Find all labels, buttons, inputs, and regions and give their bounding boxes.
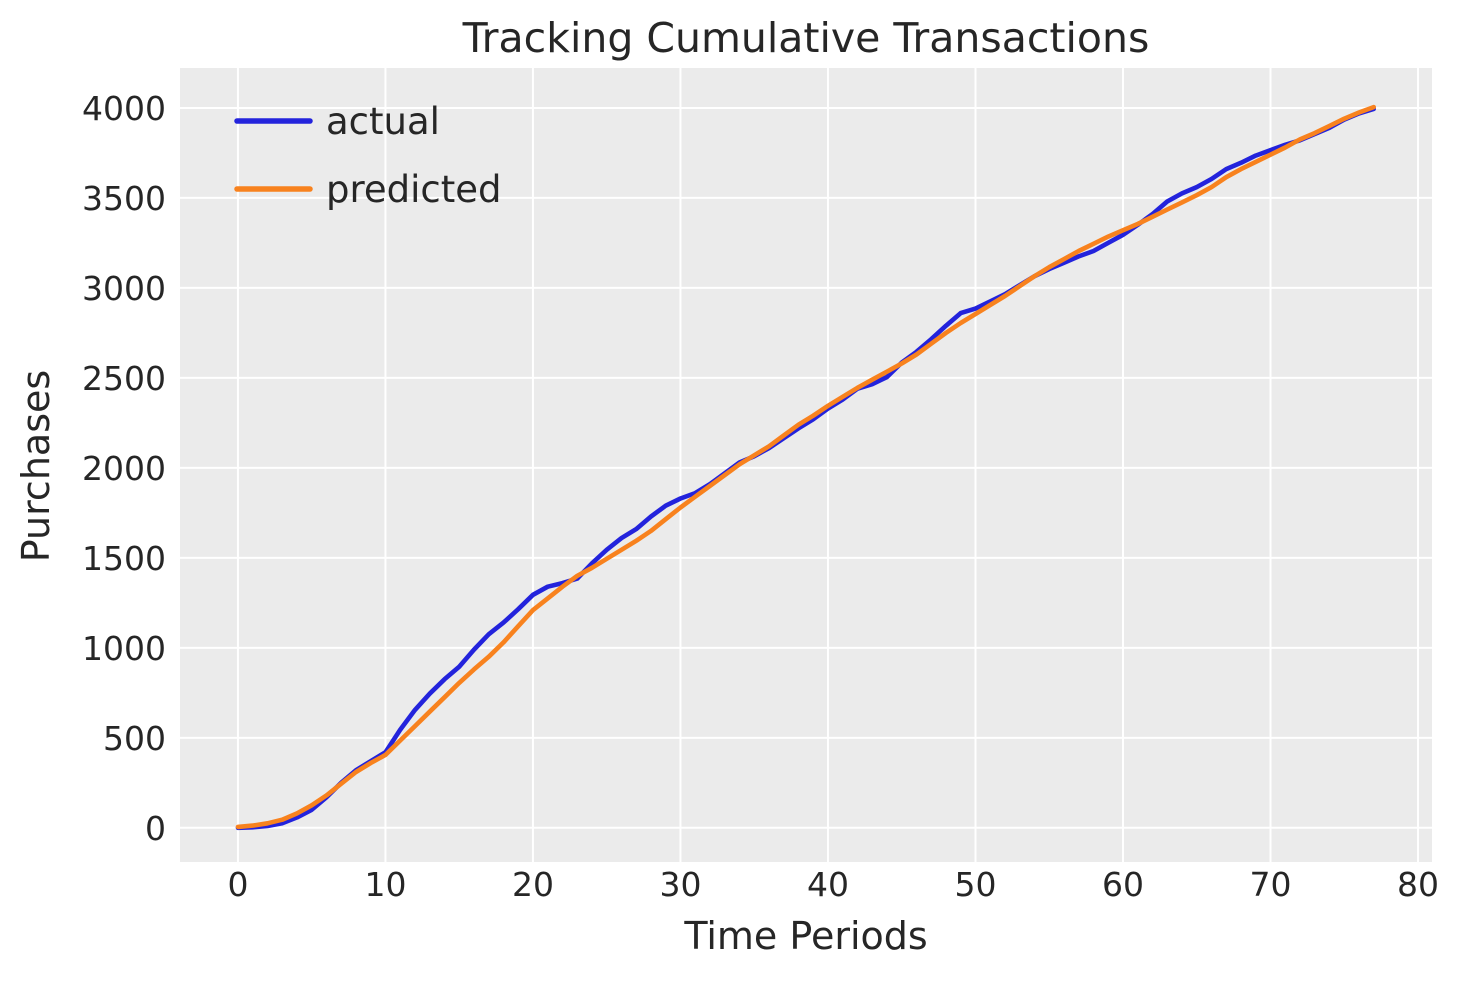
- x-tick-label: 60: [1102, 865, 1144, 904]
- y-tick-label: 2500: [82, 359, 166, 398]
- y-tick-label: 1000: [82, 629, 166, 668]
- x-axis-label: Time Periods: [684, 914, 928, 958]
- series-line-actual: [235, 106, 1376, 831]
- y-tick-label: 2000: [82, 449, 166, 488]
- x-tick-label: 10: [364, 865, 406, 904]
- y-tick-label: 500: [103, 719, 166, 758]
- legend-label-actual: actual: [326, 100, 440, 143]
- y-axis-label: Purchases: [14, 369, 58, 563]
- y-tick-label: 0: [145, 809, 166, 848]
- y-tick-label: 1500: [82, 539, 166, 578]
- x-tick-label: 0: [227, 865, 248, 904]
- x-tick-label: 40: [807, 865, 849, 904]
- y-tick-label: 3500: [82, 179, 166, 218]
- chart-title: Tracking Cumulative Transactions: [462, 14, 1150, 62]
- series-line-predicted: [235, 104, 1376, 830]
- plot-area: [180, 68, 1432, 862]
- x-tick-label: 70: [1249, 865, 1291, 904]
- x-tick-label: 80: [1397, 865, 1439, 904]
- legend-label-predicted: predicted: [326, 168, 502, 211]
- x-tick-label: 20: [512, 865, 554, 904]
- x-tick-label: 50: [954, 865, 996, 904]
- x-tick-label: 30: [659, 865, 701, 904]
- y-tick-label: 3000: [82, 269, 166, 308]
- y-tick-label: 4000: [82, 89, 166, 128]
